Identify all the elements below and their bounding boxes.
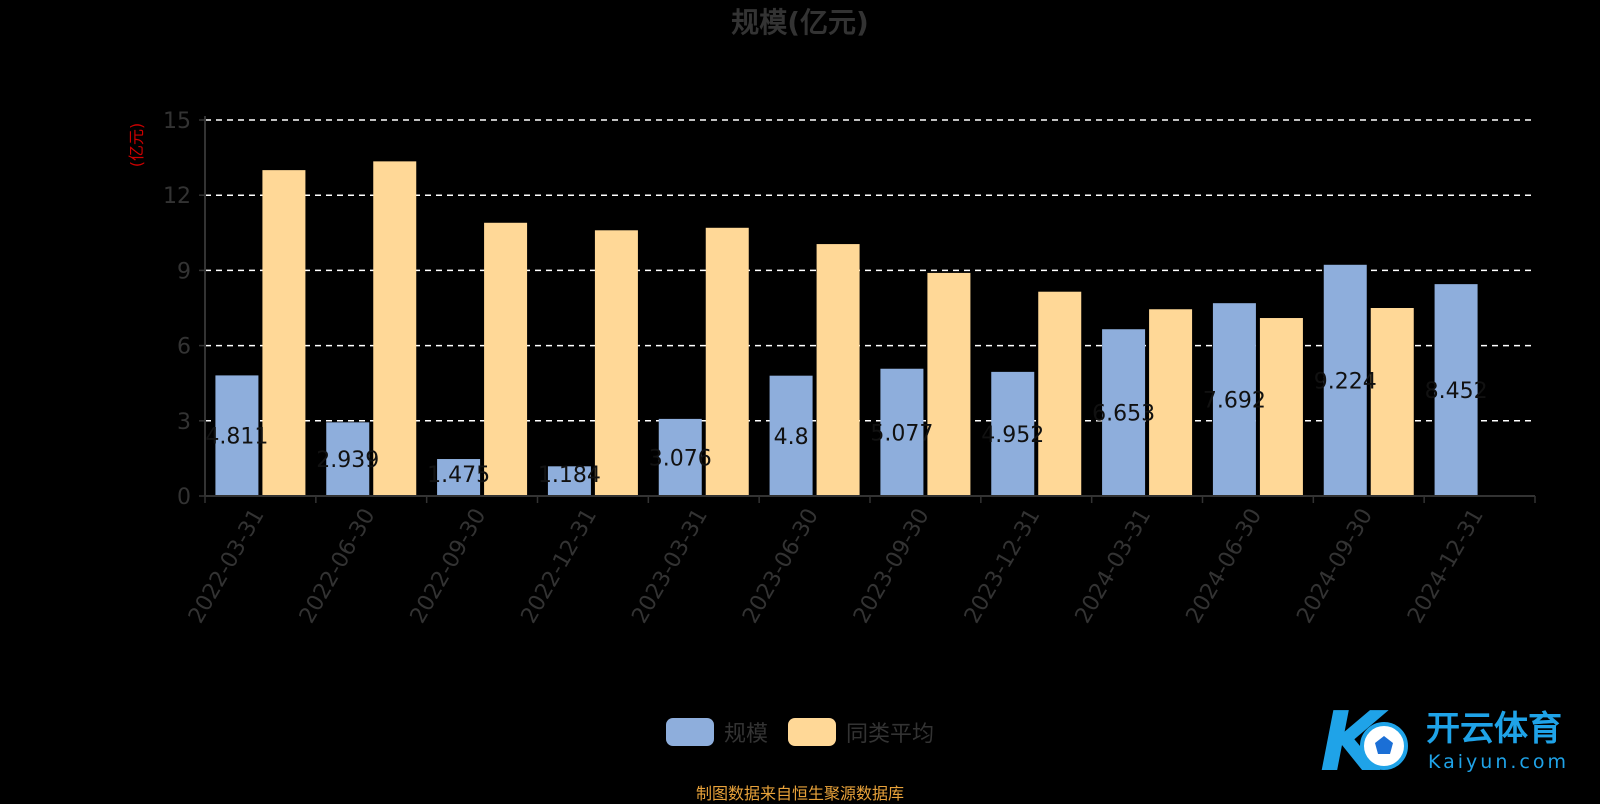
bar-peer-average[interactable] bbox=[705, 227, 749, 496]
bar-peer-average[interactable] bbox=[594, 230, 638, 496]
bar-peer-average[interactable] bbox=[927, 272, 971, 496]
x-tick-label: 2024-03-31 bbox=[1071, 505, 1157, 628]
bar-peer-average[interactable] bbox=[1370, 308, 1414, 496]
watermark-logo: K 开云体育 Kaiyun.com bbox=[1320, 700, 1569, 782]
bar-scale[interactable] bbox=[326, 422, 370, 496]
y-tick-label: 12 bbox=[163, 184, 191, 209]
y-tick-label: 3 bbox=[177, 410, 191, 435]
bar-peer-average[interactable] bbox=[816, 244, 860, 496]
data-label-scale: 5.077 bbox=[870, 421, 933, 446]
legend-label-peer-average: 同类平均 bbox=[846, 722, 935, 747]
bar-scale[interactable] bbox=[991, 371, 1035, 496]
bar-scale[interactable] bbox=[437, 459, 481, 496]
legend-swatch-scale bbox=[665, 718, 714, 746]
x-tick-label: 2022-06-30 bbox=[295, 505, 381, 628]
x-tick-label: 2023-06-30 bbox=[738, 505, 824, 628]
y-tick-label: 6 bbox=[177, 335, 191, 360]
bar-peer-average[interactable] bbox=[373, 161, 417, 497]
chart-title: 规模(亿元) bbox=[731, 6, 869, 39]
watermark-brand-text: 开云体育 bbox=[1426, 709, 1562, 749]
data-labels: 4.811 2.939 1.475 1.184 3.076 4.8 5.077 4.952 6.… bbox=[205, 369, 1487, 488]
data-label-scale: 9.224 bbox=[1314, 369, 1377, 394]
legend-swatch-peer-average bbox=[788, 718, 836, 746]
x-tick-label: 2024-06-30 bbox=[1182, 505, 1268, 628]
x-tick-label: 2024-09-30 bbox=[1292, 505, 1378, 628]
bars bbox=[215, 161, 1478, 497]
x-tick-label: 2023-12-31 bbox=[960, 505, 1046, 628]
bar-scale[interactable] bbox=[1212, 303, 1256, 496]
legend-label-scale: 规模 bbox=[723, 722, 768, 747]
x-tick-label: 2023-09-30 bbox=[849, 505, 935, 628]
legend-item-peer-average[interactable]: 同类平均 bbox=[788, 716, 934, 748]
data-label-scale: 8.452 bbox=[1425, 379, 1488, 404]
bar-peer-average[interactable] bbox=[262, 170, 306, 496]
bar-scale[interactable] bbox=[1323, 264, 1367, 496]
data-label-scale: 4.952 bbox=[981, 423, 1044, 448]
x-tick-label: 2023-03-31 bbox=[627, 505, 713, 628]
data-label-scale: 1.184 bbox=[538, 463, 601, 488]
data-label-scale: 7.692 bbox=[1203, 389, 1266, 414]
data-label-scale: 4.811 bbox=[205, 425, 268, 450]
legend: 规模 同类平均 bbox=[0, 716, 1600, 748]
data-label-scale: 1.475 bbox=[427, 463, 490, 488]
bar-scale[interactable] bbox=[658, 418, 702, 496]
data-label-scale: 3.076 bbox=[649, 446, 712, 471]
legend-item-scale[interactable]: 规模 bbox=[665, 716, 768, 748]
bar-scale[interactable] bbox=[1434, 284, 1478, 496]
gridlines bbox=[205, 119, 1535, 422]
y-tick-label: 15 bbox=[163, 109, 191, 134]
y-tick-label: 9 bbox=[177, 259, 191, 284]
bar-scale[interactable] bbox=[769, 375, 813, 496]
watermark-url-text: Kaiyun.com bbox=[1428, 751, 1569, 773]
bar-peer-average[interactable] bbox=[1149, 309, 1193, 496]
source-note: 制图数据来自恒生聚源数据库 bbox=[695, 784, 904, 803]
y-axis-title: (亿元) bbox=[127, 123, 146, 168]
soccer-ball-patch bbox=[1375, 736, 1393, 754]
bar-peer-average[interactable] bbox=[484, 222, 528, 497]
bar-scale[interactable] bbox=[880, 368, 924, 496]
bar-scale[interactable] bbox=[547, 466, 591, 496]
data-label-scale: 6.653 bbox=[1092, 402, 1155, 427]
y-tick-label: 0 bbox=[177, 485, 191, 510]
bar-peer-average[interactable] bbox=[1038, 291, 1082, 496]
bar-scale[interactable] bbox=[215, 375, 259, 496]
data-label-scale: 4.8 bbox=[774, 425, 809, 450]
data-label-scale: 2.939 bbox=[316, 448, 379, 473]
x-tick-label: 2022-12-31 bbox=[517, 505, 603, 628]
x-tick-label: 2024-12-31 bbox=[1403, 505, 1489, 628]
bar-peer-average[interactable] bbox=[1259, 318, 1303, 496]
bar-scale[interactable] bbox=[1102, 329, 1146, 496]
x-tick-label: 2022-03-31 bbox=[184, 505, 270, 628]
x-tick-label: 2022-09-30 bbox=[406, 505, 492, 628]
